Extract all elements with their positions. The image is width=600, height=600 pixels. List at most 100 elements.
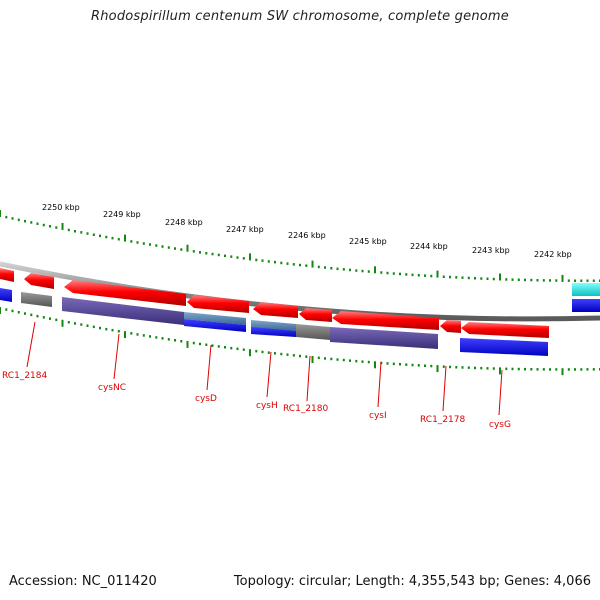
inner-major-tick: [186, 340, 189, 348]
bar-blue-left[interactable]: [0, 288, 12, 302]
gene-label-rc1-2180[interactable]: RC1_2180: [283, 404, 328, 414]
outer-minor-tick: [586, 279, 589, 282]
inner-minor-tick: [317, 356, 320, 360]
scale-label-2243: 2243 kbp: [472, 246, 510, 255]
bar-cyan-right[interactable]: [572, 283, 600, 296]
inner-minor-tick: [261, 350, 264, 354]
scale-label-2246: 2246 kbp: [288, 231, 326, 240]
gene-arrow-cysnc[interactable]: [64, 280, 186, 306]
bar-purple-cysnc[interactable]: [62, 297, 184, 325]
inner-minor-tick: [411, 363, 414, 367]
gene-arrow-cysh[interactable]: [253, 302, 298, 318]
gene-arrow-cysd[interactable]: [187, 295, 249, 313]
inner-minor-tick: [592, 368, 595, 371]
bar-grey-rc1-2180[interactable]: [296, 324, 330, 340]
bar-blue-right[interactable]: [572, 299, 600, 312]
outer-minor-tick: [205, 252, 208, 255]
inner-minor-tick: [24, 312, 26, 315]
map-title: Rhodospirillum centenum SW chromosome, c…: [91, 9, 509, 24]
outer-minor-tick: [274, 260, 276, 264]
scale-label-2249: 2249 kbp: [103, 210, 141, 219]
bar-blue-cysh[interactable]: [251, 327, 296, 337]
leader-rc1-2184: [26, 321, 36, 368]
outer-minor-tick: [342, 268, 345, 271]
inner-minor-tick: [467, 366, 470, 369]
outer-minor-tick: [111, 236, 114, 240]
outer-minor-tick: [230, 255, 233, 258]
inner-minor-tick: [67, 321, 70, 324]
outer-minor-tick: [317, 265, 320, 269]
inner-minor-tick: [517, 367, 520, 371]
leader-cysh: [266, 351, 272, 398]
outer-minor-tick: [5, 215, 8, 219]
gene-label-cysd[interactable]: cysD: [195, 394, 217, 404]
inner-minor-tick: [417, 364, 420, 367]
outer-minor-tick: [49, 225, 51, 228]
outer-minor-tick: [224, 254, 226, 258]
inner-minor-tick: [455, 366, 458, 369]
outer-minor-tick: [386, 271, 389, 275]
outer-minor-tick: [136, 241, 139, 244]
gene-arrow-rc1-2178[interactable]: [440, 320, 461, 333]
outer-minor-tick: [417, 274, 420, 277]
outer-minor-tick: [336, 267, 339, 271]
outer-major-tick: [499, 273, 501, 281]
outer-minor-tick: [349, 268, 351, 272]
outer-minor-tick: [567, 279, 570, 282]
outer-major-tick: [186, 244, 189, 252]
inner-minor-tick: [161, 337, 164, 340]
inner-minor-tick: [474, 366, 476, 370]
gene-label-cysnc[interactable]: cysNC: [98, 383, 126, 393]
gene-label-cysi[interactable]: cysI: [369, 411, 387, 421]
gene-arrow-cysi[interactable]: [332, 311, 439, 330]
inner-minor-tick: [167, 338, 170, 341]
scale-label-2248: 2248 kbp: [165, 218, 203, 227]
forward-genes: [0, 268, 549, 338]
inner-minor-tick: [55, 318, 58, 322]
outer-major-tick: [436, 270, 439, 278]
gene-arrow-cysg[interactable]: [461, 322, 549, 338]
inner-minor-tick: [542, 368, 545, 371]
inner-minor-tick: [399, 363, 401, 366]
gene-label-rc1-2178[interactable]: RC1_2178: [420, 415, 465, 425]
gene-arrow-rc1-2184[interactable]: [24, 273, 54, 289]
accession-text: Accession: NC_011420: [9, 574, 157, 589]
outer-minor-tick: [242, 257, 245, 260]
bar-purple-cysi[interactable]: [330, 327, 438, 349]
outer-minor-tick: [442, 275, 445, 278]
bar-blue-cysg[interactable]: [460, 338, 548, 356]
inner-minor-tick: [392, 362, 395, 366]
scale-labels: 2250 kbp 2249 kbp 2248 kbp 2247 kbp 2246…: [42, 203, 572, 259]
outer-minor-tick: [149, 243, 151, 246]
leader-cysnc: [113, 333, 120, 380]
leader-cysg: [498, 369, 503, 416]
bar-steel-cysd[interactable]: [184, 312, 246, 325]
gene-label-cysh[interactable]: cysH: [256, 401, 278, 411]
gene-arrow-rc1-2180[interactable]: [299, 308, 332, 322]
outer-minor-tick: [536, 279, 539, 282]
gene-label-rc1-2184[interactable]: RC1_2184: [2, 371, 47, 381]
outer-minor-tick: [17, 218, 20, 222]
outer-minor-tick: [155, 244, 158, 247]
inner-minor-tick: [111, 328, 114, 332]
gene-label-cysg[interactable]: cysG: [489, 420, 511, 430]
outer-minor-tick: [511, 278, 514, 281]
outer-minor-tick: [467, 276, 470, 280]
outer-major-tick: [61, 223, 64, 230]
outer-minor-tick: [555, 279, 558, 282]
inner-minor-tick: [242, 348, 245, 351]
outer-minor-tick: [449, 275, 451, 279]
outer-minor-tick: [392, 272, 395, 275]
inner-minor-tick: [361, 360, 364, 363]
inner-minor-tick: [367, 360, 370, 364]
inner-major-tick: [374, 361, 376, 369]
gene-arrow-rc1-2185[interactable]: [0, 268, 14, 282]
outer-minor-tick: [367, 270, 370, 273]
outer-minor-tick: [492, 277, 495, 281]
bar-blue-cysd[interactable]: [184, 319, 246, 332]
outer-minor-tick: [199, 251, 201, 254]
inner-minor-tick: [424, 364, 426, 367]
bar-grey-rc1-2184[interactable]: [21, 292, 52, 307]
inner-minor-tick: [149, 335, 151, 338]
